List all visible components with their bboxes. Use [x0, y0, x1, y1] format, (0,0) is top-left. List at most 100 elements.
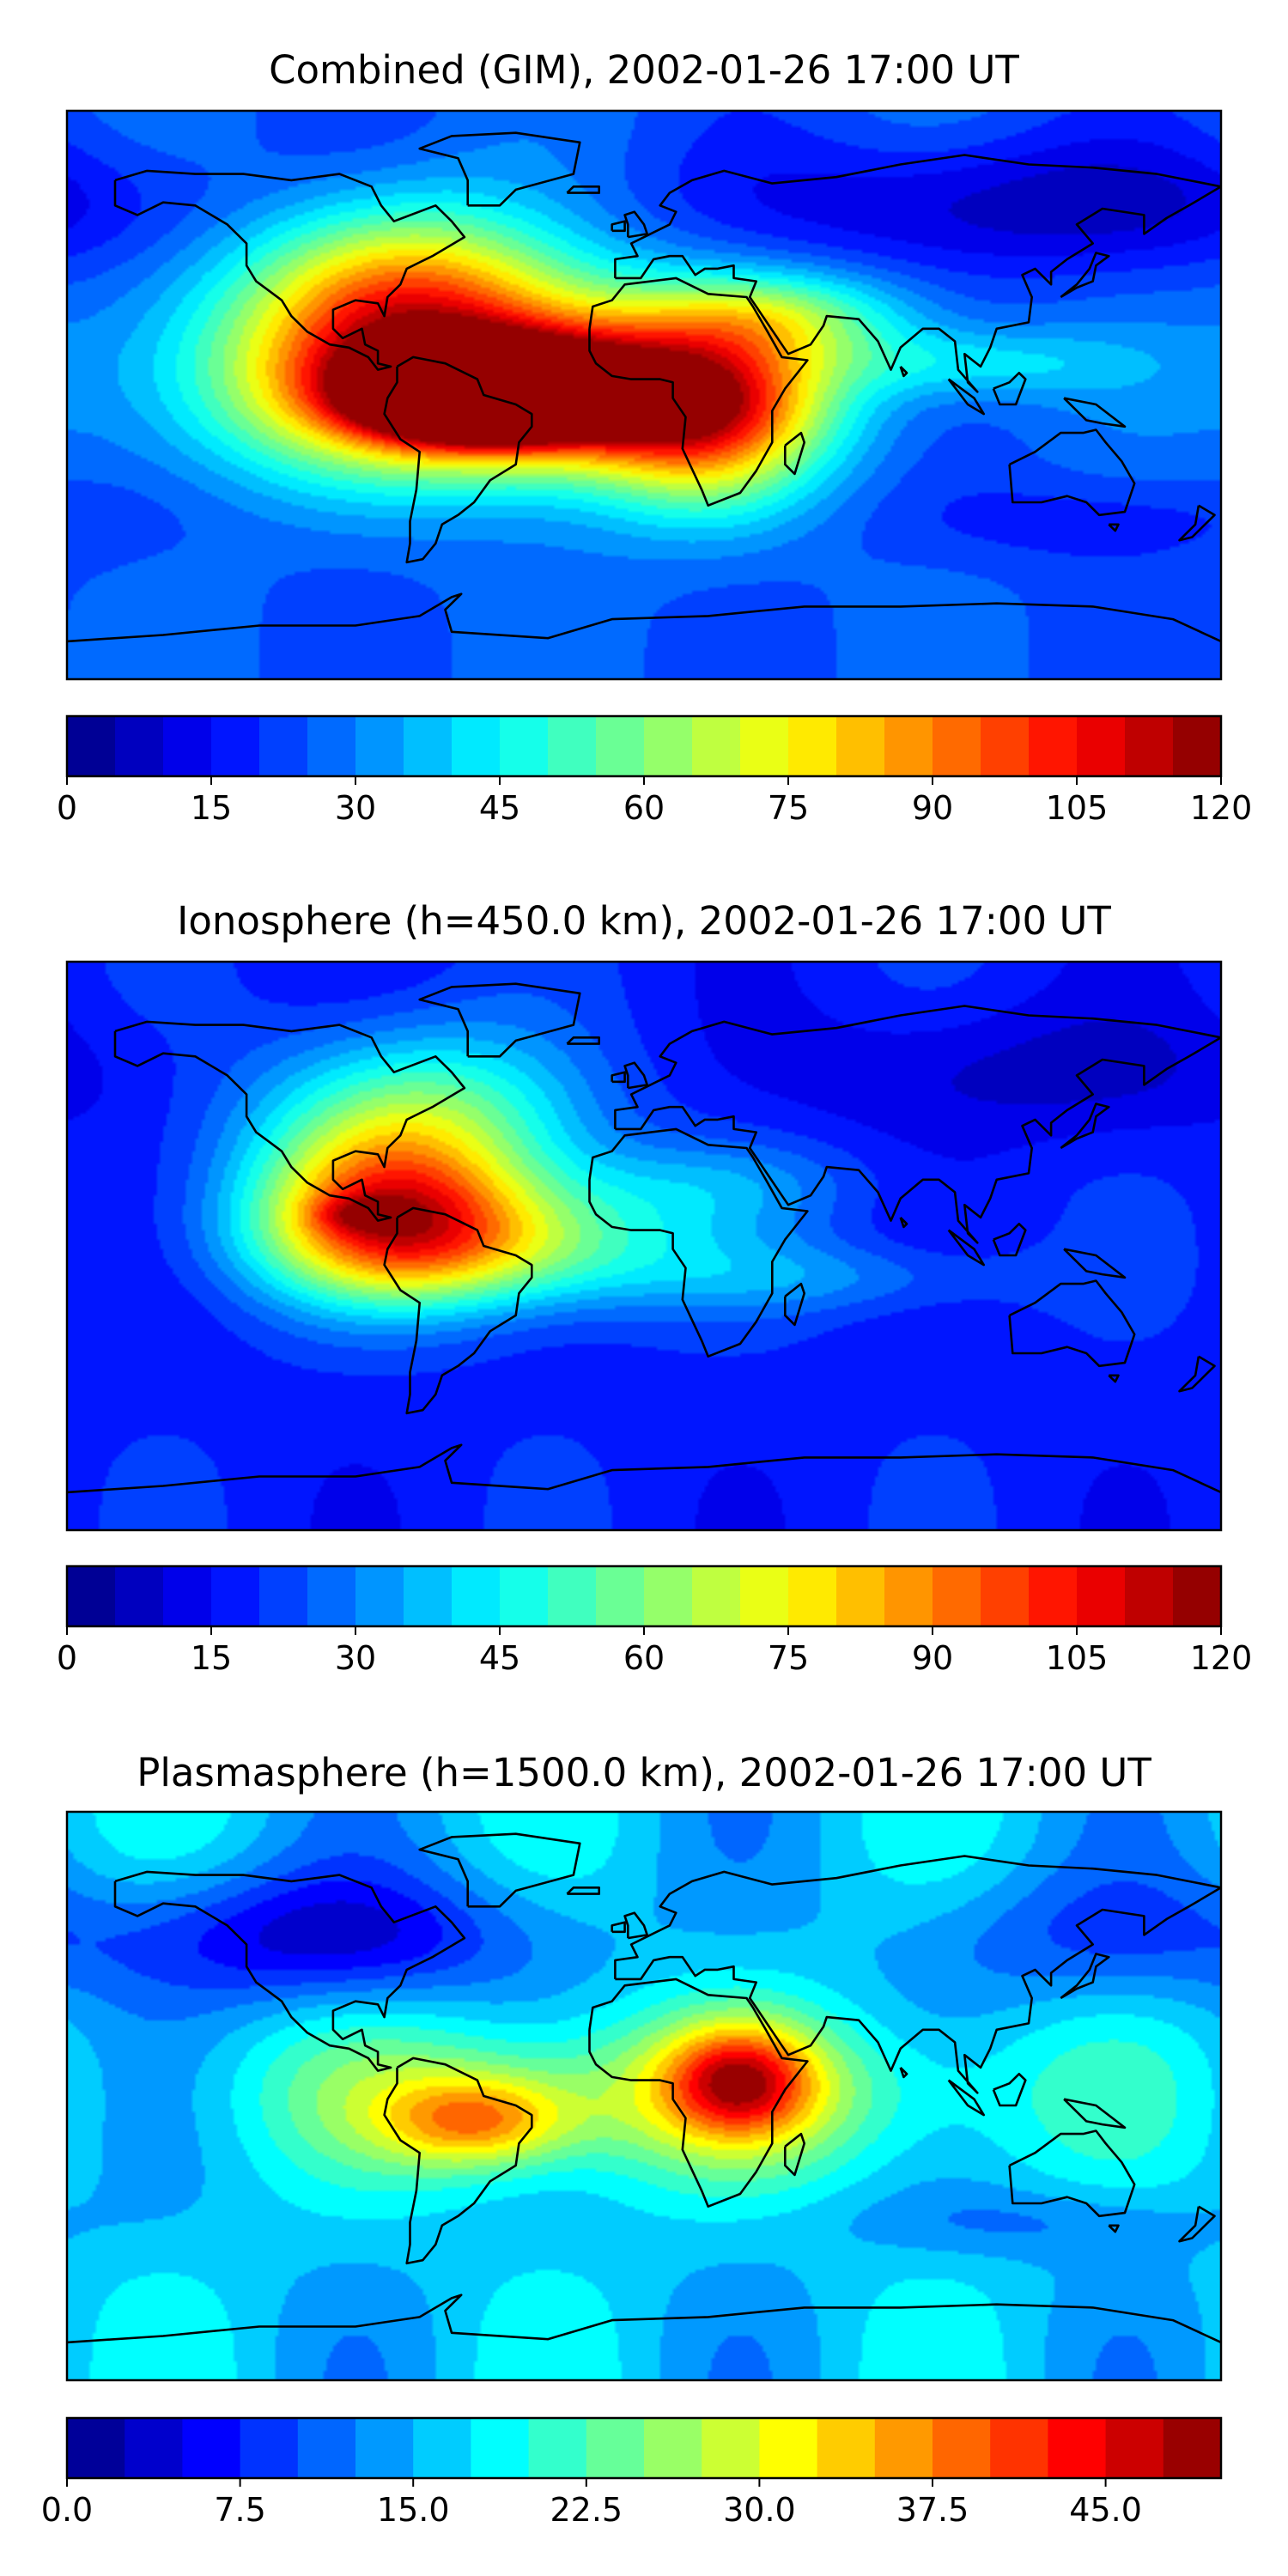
colorbar-tick-label: 15.0 [377, 2491, 450, 2529]
map-frame [65, 1810, 1223, 2382]
colorbar-tick-label: 0 [57, 1639, 77, 1677]
colorbar: 0.0 7.5 15.0 22.5 30.0 37.5 45.0 [41, 2416, 1223, 2529]
colorbar-tick-label: 60 [623, 789, 665, 827]
colorbar-segment [163, 716, 212, 776]
coastline [1063, 1248, 1127, 1279]
coastline [1063, 397, 1127, 428]
coastline [67, 2293, 1221, 2344]
colorbar-segment [471, 2418, 530, 2478]
colorbar-segment [528, 2418, 587, 2478]
colorbar-tick-label: 30.0 [723, 2491, 796, 2529]
coastline [1178, 2205, 1216, 2243]
coastline [67, 592, 1221, 643]
colorbar-tick-label: 15 [191, 789, 232, 827]
colorbar-segment [548, 716, 597, 776]
colorbar-segment [692, 1566, 741, 1626]
colorbar-tick-label: 30 [335, 789, 376, 827]
coastline [899, 2066, 908, 2079]
colorbar-frame [65, 2416, 1223, 2480]
colorbar-segment [644, 2418, 702, 2478]
colorbar-segment [933, 2418, 991, 2478]
coastline [992, 2073, 1027, 2107]
colorbar-segment [307, 1566, 356, 1626]
contour-field [67, 111, 1221, 679]
coastline [1060, 1103, 1110, 1150]
colorbar-tick-label: 120 [1190, 1639, 1253, 1677]
colorbar-segment [355, 716, 404, 776]
colorbar-segment [836, 1566, 885, 1626]
coastline [1178, 504, 1216, 542]
coastlines [67, 1832, 1221, 2344]
coastline [418, 131, 581, 207]
coastline [418, 982, 581, 1058]
panel-title: Combined (GIM), 2002-01-26 17:00 UT [269, 47, 1019, 93]
colorbar-segment [1173, 1566, 1222, 1626]
colorbar-segment [67, 2418, 125, 2478]
colorbar-tick-label: 15 [191, 1639, 232, 1677]
colorbar-segment [596, 1566, 645, 1626]
colorbar-tick-label: 45.0 [1069, 2491, 1142, 2529]
contour-field [67, 962, 1221, 1530]
coastline [992, 1223, 1027, 1257]
colorbar-tick-label: 45 [479, 1639, 520, 1677]
colorbar-tick-label: 30 [335, 1639, 376, 1677]
colorbar-tick-label: 60 [623, 1639, 665, 1677]
map-area [65, 109, 1223, 681]
coastline [623, 210, 648, 239]
colorbar-segment [355, 1566, 404, 1626]
map-area [65, 960, 1223, 1532]
colorbar-segment [1173, 716, 1222, 776]
panel-ionosphere: Ionosphere (h=450.0 km), 2002-01-26 17:0… [57, 898, 1252, 1677]
colorbar-segment [1048, 2418, 1107, 2478]
colorbar-tick-label: 45 [479, 789, 520, 827]
colorbar-segment [933, 716, 981, 776]
colorbar-segment [933, 1566, 981, 1626]
colorbar-segment [355, 2418, 414, 2478]
coastline [113, 1020, 466, 1222]
coastline [588, 1978, 809, 2208]
colorbar-segment [692, 716, 741, 776]
coastline [614, 154, 1221, 393]
map-frame [65, 960, 1223, 1532]
coastline [784, 1282, 805, 1327]
colorbar-segment [1029, 716, 1078, 776]
coastline [566, 1886, 600, 1895]
coastline [1178, 1355, 1216, 1393]
colorbar-segment [836, 716, 885, 776]
colorbar-tick-label: 105 [1046, 789, 1109, 827]
coastline [947, 378, 985, 416]
colorbar-tick-label: 37.5 [896, 2491, 969, 2529]
coastline [1008, 428, 1136, 517]
coastline [1108, 523, 1120, 532]
colorbar: 0 15 30 45 60 75 90 105 120 [57, 714, 1252, 827]
colorbar-segment [404, 1566, 453, 1626]
coastlines [67, 982, 1221, 1494]
colorbar-segment [182, 2418, 241, 2478]
colorbar-tick-label: 75 [768, 789, 809, 827]
coastline [588, 276, 809, 507]
colorbar-tick-label: 22.5 [550, 2491, 623, 2529]
coastline [784, 431, 805, 476]
colorbar-segment [644, 716, 693, 776]
colorbar-segment [586, 2418, 645, 2478]
colorbar-segment [1163, 2418, 1222, 2478]
colorbar-segment [500, 716, 549, 776]
colorbar-segment [259, 1566, 308, 1626]
colorbar-segment [307, 716, 356, 776]
coastlines [67, 131, 1221, 643]
panel-title: Plasmasphere (h=1500.0 km), 2002-01-26 1… [137, 1750, 1151, 1795]
colorbar-segment [548, 1566, 597, 1626]
coastline [1060, 252, 1110, 299]
colorbar-segment [452, 716, 501, 776]
coastline [383, 1206, 533, 1415]
colorbar-segment [1105, 2418, 1164, 2478]
coastline [418, 1832, 581, 1908]
colorbar-segment [115, 1566, 164, 1626]
coastline [1008, 2129, 1136, 2218]
coastline [383, 2057, 533, 2265]
coastline [623, 1911, 648, 1940]
panel-combined: Combined (GIM), 2002-01-26 17:00 UT 0 15 3… [57, 47, 1252, 827]
coastline [1108, 2224, 1120, 2233]
colorbar-segment [1077, 1566, 1126, 1626]
coastline [566, 1036, 600, 1045]
